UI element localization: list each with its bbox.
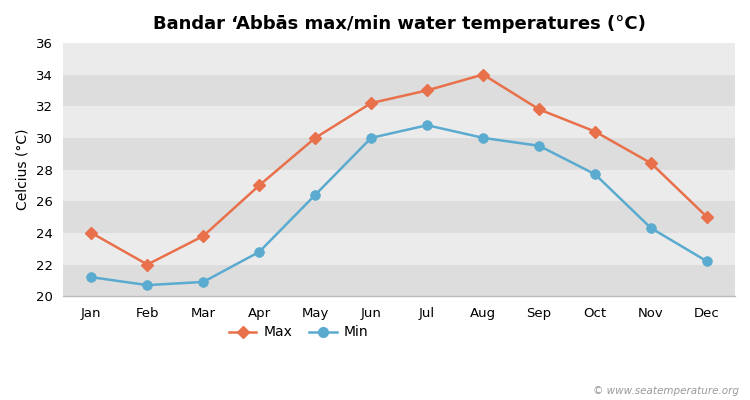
Max — [478, 72, 488, 77]
Min — [310, 192, 320, 197]
Bar — [63, 43, 735, 74]
Min — [367, 136, 376, 140]
Line: Min: Min — [86, 120, 712, 290]
Title: Bandar ‘Abbās max/min water temperatures (°C): Bandar ‘Abbās max/min water temperatures… — [153, 15, 646, 33]
Max — [590, 129, 599, 134]
Min — [142, 283, 152, 288]
Min — [423, 123, 432, 128]
Max — [310, 136, 320, 140]
Min — [590, 172, 599, 177]
Max — [255, 183, 264, 188]
Min — [255, 250, 264, 254]
Bar — [63, 74, 735, 106]
Min — [703, 259, 712, 264]
Bar — [63, 201, 735, 233]
Min — [478, 136, 488, 140]
Bar — [63, 264, 735, 296]
Max — [142, 262, 152, 267]
Legend: Max, Min: Max, Min — [223, 320, 374, 345]
Max — [535, 107, 544, 112]
Max — [646, 161, 656, 166]
Line: Max: Max — [87, 70, 711, 269]
Y-axis label: Celcius (°C): Celcius (°C) — [15, 129, 29, 210]
Text: © www.seatemperature.org: © www.seatemperature.org — [592, 386, 739, 396]
Max — [423, 88, 432, 93]
Bar — [63, 233, 735, 264]
Bar — [63, 170, 735, 201]
Min — [646, 226, 656, 230]
Max — [703, 215, 712, 220]
Max — [367, 101, 376, 106]
Min — [535, 143, 544, 148]
Max — [87, 230, 96, 235]
Bar — [63, 138, 735, 170]
Min — [87, 275, 96, 280]
Bar — [63, 106, 735, 138]
Max — [199, 234, 208, 238]
Min — [199, 280, 208, 284]
